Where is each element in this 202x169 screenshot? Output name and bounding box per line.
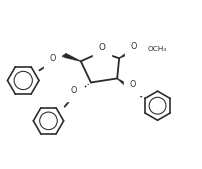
Text: O: O [99,43,105,52]
Polygon shape [117,78,133,91]
Text: O: O [129,80,136,89]
Text: O: O [49,54,56,63]
Text: OCH₃: OCH₃ [147,46,167,52]
Text: O: O [130,42,137,51]
Text: O: O [71,86,77,95]
Polygon shape [64,53,81,62]
Polygon shape [119,48,135,58]
